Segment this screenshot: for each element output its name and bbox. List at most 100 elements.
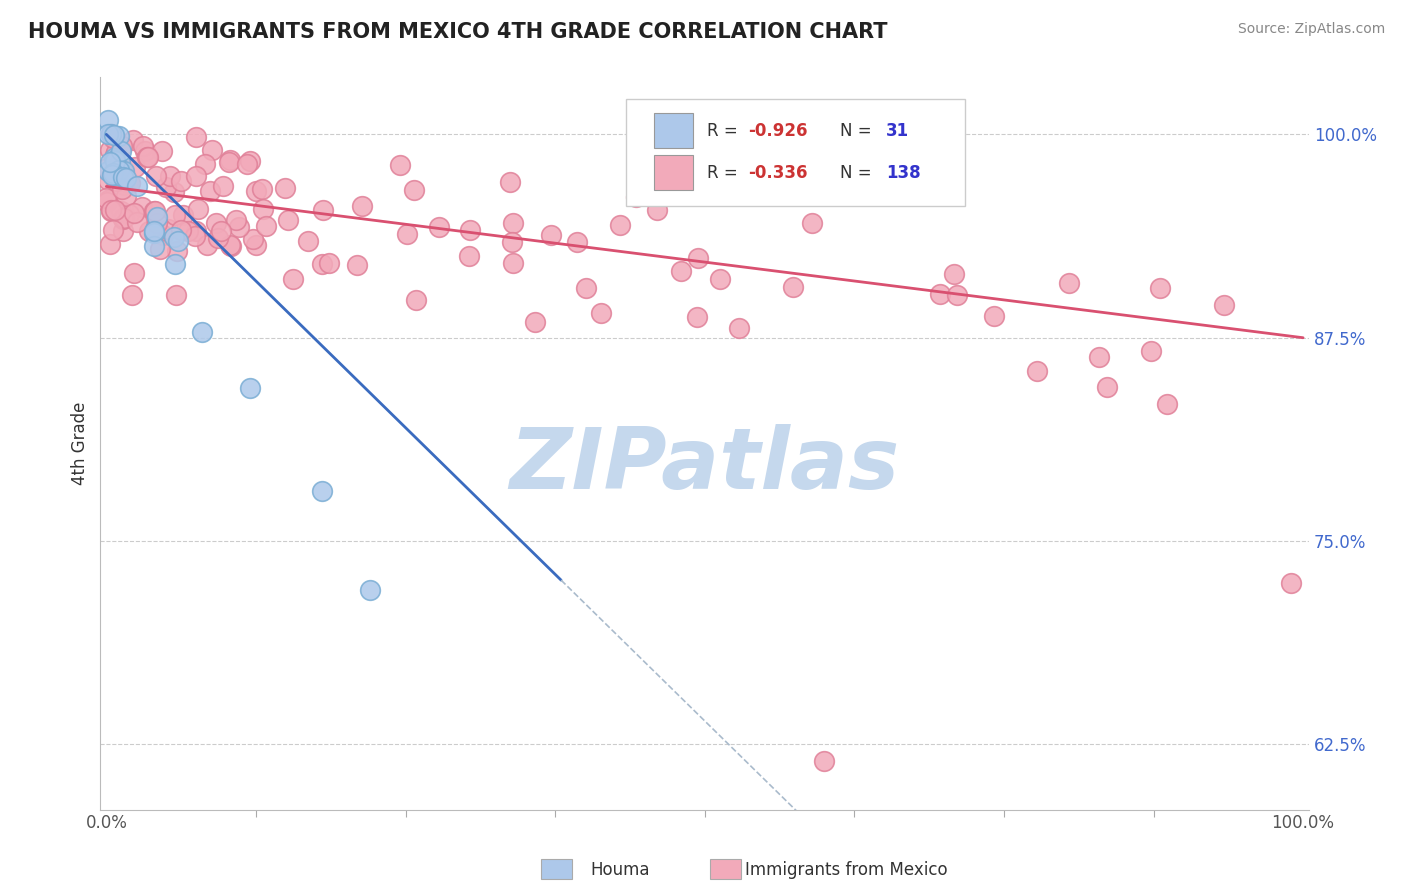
Point [1088, 350, 1111, 364]
Point [112, 164, 135, 178]
Point [211, 179, 233, 194]
Point [502, 255, 524, 269]
Point [96, 128, 118, 142]
Point [138, 224, 160, 238]
Point [669, 263, 692, 277]
Text: ZIPatlas: ZIPatlas [509, 424, 900, 507]
Point [228, 219, 250, 234]
Point [124, 160, 146, 174]
Point [1156, 397, 1178, 411]
Point [346, 258, 368, 272]
FancyBboxPatch shape [654, 155, 693, 190]
Point [136, 151, 159, 165]
Point [312, 202, 335, 217]
Point [165, 257, 187, 271]
Point [458, 249, 481, 263]
Point [239, 381, 262, 395]
Point [110, 155, 132, 169]
Point [458, 223, 481, 237]
Point [97, 164, 120, 178]
Point [101, 166, 124, 180]
Point [273, 180, 295, 194]
Bar [541, 859, 572, 879]
Point [311, 483, 333, 498]
Point [118, 176, 141, 190]
Text: -0.926: -0.926 [748, 122, 807, 140]
Point [219, 239, 242, 253]
Point [111, 169, 134, 184]
Point [117, 176, 139, 190]
Point [359, 582, 381, 597]
Point [184, 228, 207, 243]
Point [145, 210, 167, 224]
Y-axis label: 4th Grade: 4th Grade [72, 401, 89, 485]
Point [104, 153, 127, 168]
Point [122, 266, 145, 280]
Point [103, 151, 125, 165]
Point [1279, 576, 1302, 591]
Point [1212, 298, 1234, 312]
Point [311, 257, 333, 271]
Point [800, 216, 823, 230]
Point [101, 223, 124, 237]
Point [111, 138, 134, 153]
Point [101, 131, 124, 145]
Point [709, 272, 731, 286]
Point [127, 214, 149, 228]
Point [943, 267, 966, 281]
Point [427, 219, 450, 234]
Point [100, 127, 122, 141]
Text: -0.336: -0.336 [748, 163, 807, 182]
Text: Houma: Houma [591, 861, 650, 879]
Point [184, 224, 207, 238]
Point [1097, 380, 1119, 394]
Point [686, 310, 709, 324]
Point [111, 171, 134, 186]
Point [155, 180, 177, 194]
Point [1139, 344, 1161, 359]
Point [245, 238, 267, 252]
Point [122, 133, 145, 147]
Point [250, 182, 273, 196]
Text: R =: R = [707, 163, 744, 182]
Point [122, 206, 145, 220]
Point [688, 251, 710, 265]
Point [205, 216, 228, 230]
Point [145, 216, 167, 230]
Point [277, 212, 299, 227]
Point [118, 207, 141, 221]
Point [112, 211, 135, 226]
Point [524, 315, 547, 329]
Point [395, 227, 418, 242]
Point [565, 235, 588, 249]
Point [242, 232, 264, 246]
Point [352, 199, 374, 213]
Point [104, 148, 127, 162]
Point [108, 128, 131, 143]
Point [132, 138, 155, 153]
Point [186, 129, 208, 144]
Text: 31: 31 [886, 122, 910, 140]
Point [125, 178, 148, 193]
Text: HOUMA VS IMMIGRANTS FROM MEXICO 4TH GRADE CORRELATION CHART: HOUMA VS IMMIGRANTS FROM MEXICO 4TH GRAD… [28, 22, 887, 42]
Point [929, 286, 952, 301]
Point [172, 208, 194, 222]
Point [110, 203, 132, 218]
FancyBboxPatch shape [626, 99, 965, 205]
Point [405, 293, 427, 308]
Point [946, 287, 969, 301]
Point [111, 211, 134, 226]
Point [184, 169, 207, 183]
Point [163, 186, 186, 200]
FancyBboxPatch shape [654, 113, 693, 148]
Point [97, 193, 120, 207]
Point [609, 219, 631, 233]
Point [150, 145, 173, 159]
Point [156, 222, 179, 236]
Point [159, 169, 181, 183]
Point [218, 238, 240, 252]
Point [112, 224, 135, 238]
Point [143, 224, 166, 238]
Point [114, 188, 136, 202]
Point [142, 203, 165, 218]
